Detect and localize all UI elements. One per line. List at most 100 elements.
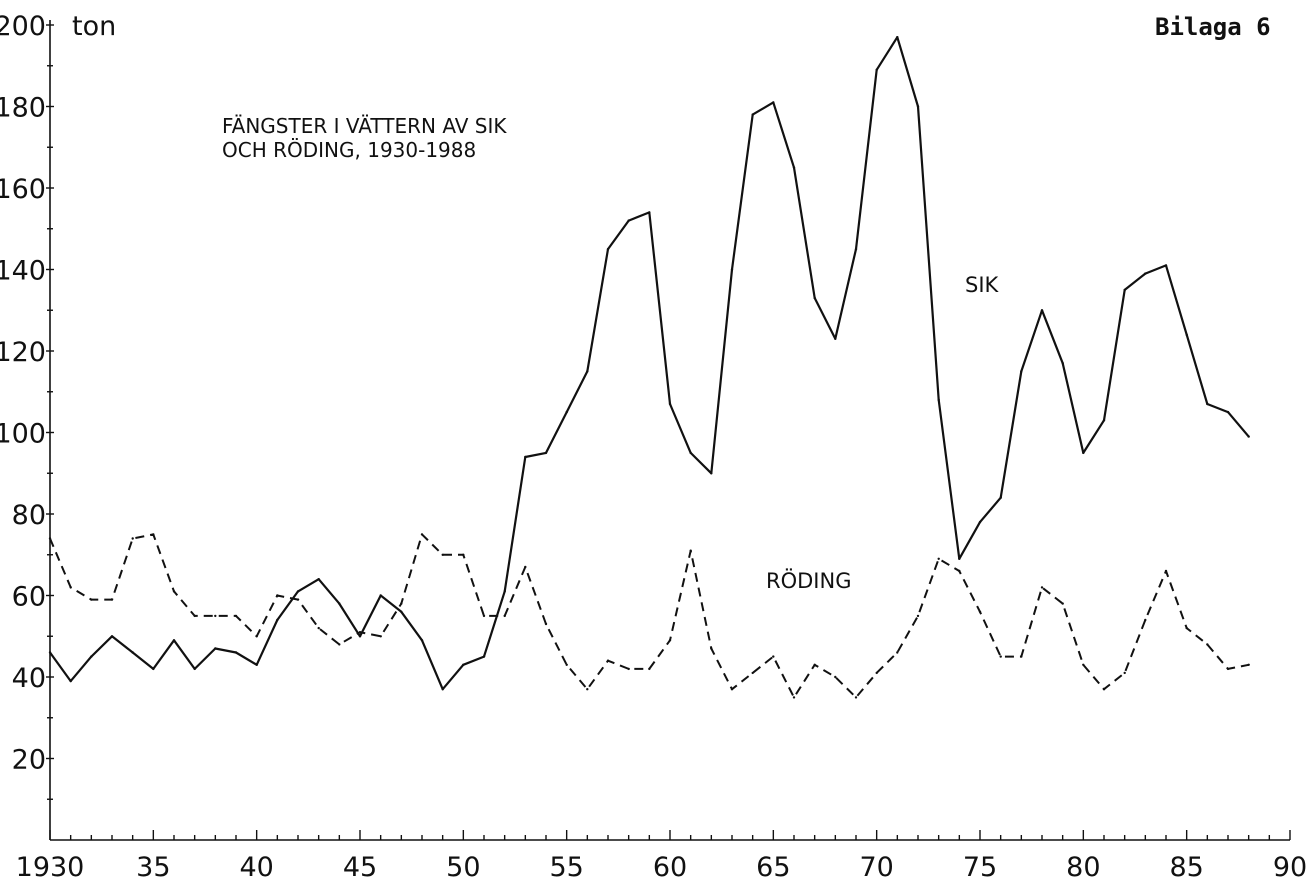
y-tick-label: 160 bbox=[0, 174, 46, 205]
data-point-sik bbox=[193, 667, 196, 671]
data-point-sik bbox=[234, 651, 238, 654]
data-point-roding bbox=[317, 626, 320, 630]
data-point-sik bbox=[441, 688, 444, 691]
data-point-sik bbox=[1164, 264, 1168, 267]
data-point-roding bbox=[48, 537, 52, 540]
data-point-sik bbox=[834, 337, 837, 340]
data-point-sik bbox=[1144, 272, 1147, 275]
y-tick-label: 120 bbox=[0, 337, 46, 368]
data-point-sik bbox=[730, 268, 734, 271]
data-point-sik bbox=[1061, 362, 1064, 365]
data-point-roding bbox=[503, 614, 506, 618]
data-point-sik bbox=[544, 451, 548, 455]
data-point-roding bbox=[1247, 663, 1250, 666]
data-point-roding bbox=[958, 569, 961, 573]
data-point-roding bbox=[1123, 671, 1126, 675]
data-point-sik bbox=[420, 639, 424, 642]
data-point-sik bbox=[110, 635, 114, 638]
data-point-sik bbox=[1102, 419, 1106, 422]
data-point-sik bbox=[627, 219, 630, 222]
data-point-roding bbox=[875, 671, 878, 675]
data-point-sik bbox=[772, 101, 775, 104]
corner-label: Bilaga 6 bbox=[1155, 13, 1271, 41]
data-point-roding bbox=[1144, 618, 1147, 622]
data-point-sik bbox=[958, 557, 961, 560]
data-point-sik bbox=[710, 472, 713, 475]
y-tick-label: 80 bbox=[12, 500, 46, 531]
data-point-sik bbox=[358, 635, 362, 638]
data-point-roding bbox=[400, 602, 403, 605]
chart-title-line-1: FÄNGSTER I VÄTTERN AV SIK bbox=[222, 114, 507, 138]
x-tick-label: 1930 bbox=[16, 852, 85, 879]
data-point-roding bbox=[524, 565, 527, 569]
data-point-sik bbox=[1123, 288, 1126, 292]
axes: 20 40 60 80 100 120 140 160 180 200 1930 35 40 45 50 55… bbox=[0, 11, 1307, 879]
y-tick-label: 180 bbox=[0, 93, 46, 124]
data-point-roding bbox=[1206, 643, 1209, 646]
data-point-sik bbox=[482, 655, 486, 658]
y-tick-label: 200 bbox=[0, 11, 46, 42]
data-point-sik bbox=[978, 520, 982, 524]
data-point-roding bbox=[482, 614, 486, 618]
data-point-sik bbox=[937, 398, 940, 402]
data-point-sik bbox=[48, 651, 52, 654]
chart-title-line-2: OCH RÖDING, 1930-1988 bbox=[222, 138, 476, 162]
data-point-roding bbox=[772, 655, 775, 658]
data-point-sik bbox=[69, 679, 72, 683]
data-point-roding bbox=[606, 659, 610, 662]
data-point-sik bbox=[668, 402, 672, 406]
data-point-roding bbox=[937, 557, 940, 560]
data-point-roding bbox=[896, 651, 899, 654]
data-point-roding bbox=[441, 553, 444, 556]
data-point-sik bbox=[152, 667, 155, 671]
x-tick-label: 40 bbox=[239, 852, 273, 879]
data-point-roding bbox=[1020, 655, 1023, 658]
data-point-sik bbox=[1247, 435, 1250, 438]
data-point-roding bbox=[565, 663, 568, 666]
x-tick-label: 85 bbox=[1169, 852, 1203, 879]
data-point-roding bbox=[1164, 569, 1168, 573]
data-point-sik bbox=[854, 247, 858, 251]
data-point-roding bbox=[1061, 602, 1064, 605]
data-point-roding bbox=[90, 598, 93, 601]
data-point-roding bbox=[152, 533, 155, 536]
x-tick-label: 75 bbox=[963, 852, 997, 879]
x-tick-label: 45 bbox=[343, 852, 377, 879]
data-point-sik bbox=[131, 651, 134, 654]
data-point-sik bbox=[462, 663, 465, 666]
data-point-roding bbox=[668, 639, 672, 642]
data-point-roding bbox=[1040, 586, 1044, 589]
x-tick-label: 60 bbox=[653, 852, 687, 879]
data-point-roding bbox=[689, 549, 692, 552]
data-point-sik bbox=[875, 68, 878, 72]
data-point-roding bbox=[172, 590, 176, 593]
data-point-sik bbox=[296, 590, 300, 593]
data-point-roding bbox=[1102, 688, 1106, 691]
data-point-sik bbox=[90, 655, 93, 658]
series-label-roding: RÖDING bbox=[766, 568, 851, 593]
y-tick-label: 60 bbox=[12, 582, 46, 613]
series-label-sik: SIK bbox=[965, 273, 1000, 297]
data-point-sik bbox=[1226, 410, 1230, 414]
x-tick-label: 70 bbox=[859, 852, 893, 879]
data-point-roding bbox=[648, 667, 651, 671]
data-point-roding bbox=[1082, 663, 1085, 666]
data-point-sik bbox=[1020, 370, 1023, 373]
data-point-roding bbox=[916, 614, 920, 618]
data-point-roding bbox=[730, 688, 734, 691]
series-lines bbox=[48, 36, 1250, 699]
x-tick-label: 80 bbox=[1066, 852, 1100, 879]
data-point-roding bbox=[110, 598, 114, 601]
data-point-roding bbox=[420, 533, 424, 536]
data-point-sik bbox=[606, 247, 610, 251]
data-point-roding bbox=[379, 635, 382, 638]
data-point-roding bbox=[296, 598, 300, 601]
y-tick-label: 20 bbox=[12, 745, 46, 776]
y-axis-unit-label: ton bbox=[72, 11, 116, 42]
data-point-roding bbox=[751, 671, 754, 675]
data-point-sik bbox=[689, 451, 692, 455]
data-point-roding bbox=[544, 622, 548, 626]
data-point-roding bbox=[358, 631, 362, 634]
data-point-sik bbox=[896, 36, 899, 39]
